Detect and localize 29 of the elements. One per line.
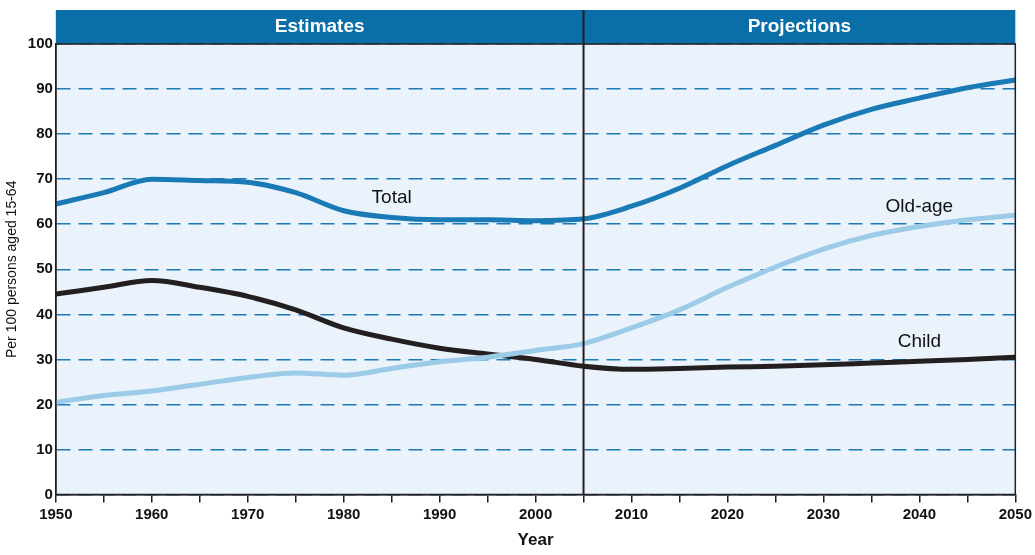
series-label: Child [897,329,942,351]
y-tick-label: 50 [36,259,53,277]
x-tick-label: 2030 [806,504,841,522]
x-tick-label: 2000 [518,504,553,522]
x-tick-label: 1960 [135,504,169,522]
x-tick-label: 2020 [710,504,745,522]
y-tick-label: 90 [36,79,53,97]
x-tick-label: 2010 [614,504,649,522]
text: Estimates [274,15,365,37]
x-tick-label: 2040 [902,504,937,522]
y-tick-label: 10 [36,439,53,457]
y-tick-label: 30 [36,349,53,367]
y-tick-label: 20 [36,394,53,412]
x-tick-label: 1990 [422,504,457,522]
x-tick-label: 1950 [39,504,73,522]
y-tick-label: 40 [36,304,53,322]
y-tick-label: 80 [36,124,53,142]
x-tick-label: 1980 [326,504,361,522]
y-tick-label: 0 [44,484,53,502]
y-tick-label: 70 [36,169,53,187]
series-label: Total [371,186,412,208]
series-label: Old-age [885,195,954,217]
x-tick-label: 2050 [998,504,1032,522]
text: Projections [747,15,852,37]
x-tick-label: 1970 [231,504,265,522]
y-axis-title: Per 100 persons aged 15-64 [3,180,20,359]
y-tick-label: 100 [27,34,53,52]
x-axis-title: Year [517,530,554,550]
y-tick-label: 60 [36,214,53,232]
